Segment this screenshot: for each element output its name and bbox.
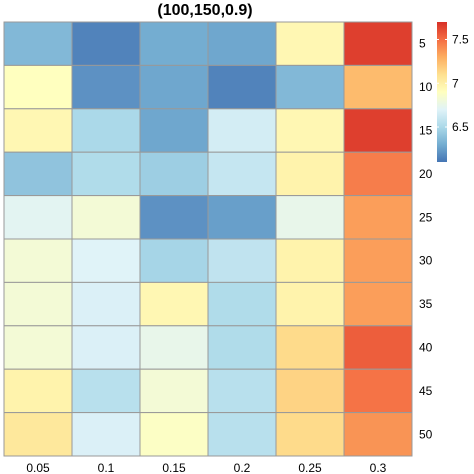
heatmap-cell — [207, 151, 277, 197]
heatmap-cell — [139, 281, 209, 327]
heatmap-cell — [139, 368, 209, 414]
row-label: 40 — [419, 341, 433, 355]
heatmap-cells — [3, 21, 413, 457]
color-legend-bar — [437, 22, 447, 162]
row-label: 50 — [419, 427, 433, 441]
heatmap-cell — [71, 21, 141, 66]
heatmap-cell — [275, 368, 345, 414]
heatmap-cell — [139, 325, 209, 370]
row-label: 15 — [419, 124, 433, 138]
legend-tick-label: 7 — [452, 76, 459, 90]
heatmap-cell — [275, 108, 345, 153]
heatmap-cell — [3, 281, 73, 327]
heatmap-cell — [275, 64, 345, 110]
heatmap-cell — [343, 108, 413, 153]
column-label: 0.25 — [298, 461, 322, 474]
heatmap-cell — [207, 238, 277, 283]
row-label: 10 — [419, 80, 433, 94]
heatmap-cell — [3, 64, 73, 110]
heatmap-cell — [275, 281, 345, 327]
row-label: 45 — [419, 384, 433, 398]
row-label: 25 — [419, 210, 433, 224]
heatmap-cell — [275, 238, 345, 283]
heatmap-cell — [343, 151, 413, 197]
heatmap-cell — [71, 281, 141, 327]
heatmap-cell — [207, 195, 277, 240]
column-label: 0.1 — [98, 461, 115, 474]
heatmap-cell — [207, 412, 277, 457]
heatmap-cell — [343, 238, 413, 283]
heatmap-cell — [71, 195, 141, 240]
heatmap-cell — [207, 64, 277, 110]
heatmap-cell — [139, 64, 209, 110]
column-label: 0.05 — [26, 461, 50, 474]
heatmap-cell — [139, 108, 209, 153]
heatmap-cell — [139, 238, 209, 283]
heatmap-cell — [343, 64, 413, 110]
heatmap-cell — [3, 108, 73, 153]
heatmap-cell — [139, 195, 209, 240]
heatmap-cell — [207, 108, 277, 153]
heatmap-cell — [3, 368, 73, 414]
heatmap-cell — [343, 281, 413, 327]
heatmap-cell — [275, 21, 345, 66]
heatmap-cell — [207, 21, 277, 66]
heatmap-cell — [3, 325, 73, 370]
heatmap-cell — [71, 64, 141, 110]
row-label: 35 — [419, 297, 433, 311]
row-label: 5 — [419, 37, 426, 51]
heatmap-cell — [3, 412, 73, 457]
heatmap-cell — [343, 21, 413, 66]
heatmap-cell — [139, 21, 209, 66]
row-labels: 5 10 15 20 25 30 35 40 45 50 — [419, 37, 433, 442]
heatmap-cell — [343, 325, 413, 370]
heatmap-cell — [207, 281, 277, 327]
chart-title: (100,150,0.9) — [157, 2, 252, 19]
legend-tick-label: 6.5 — [452, 120, 469, 134]
heatmap-cell — [71, 368, 141, 414]
heatmap-cell — [139, 151, 209, 197]
heatmap-cell — [3, 238, 73, 283]
column-label: 0.2 — [234, 461, 251, 474]
row-label: 20 — [419, 167, 433, 181]
heatmap-cell — [139, 412, 209, 457]
heatmap-cell — [71, 151, 141, 197]
heatmap-cell — [275, 412, 345, 457]
heatmap-cell — [71, 412, 141, 457]
legend-tick-label: 7.5 — [452, 33, 469, 47]
color-legend: 6.5 7 7.5 — [437, 22, 469, 162]
heatmap-cell — [275, 195, 345, 240]
heatmap-cell — [3, 21, 73, 66]
heatmap-cell — [343, 412, 413, 457]
heatmap-cell — [207, 325, 277, 370]
heatmap-cell — [3, 195, 73, 240]
column-label: 0.3 — [370, 461, 387, 474]
row-label: 30 — [419, 254, 433, 268]
heatmap-cell — [71, 238, 141, 283]
heatmap-cell — [71, 325, 141, 370]
heatmap-cell — [343, 195, 413, 240]
column-labels: 0.05 0.1 0.15 0.2 0.25 0.3 — [26, 461, 386, 474]
column-label: 0.15 — [162, 461, 186, 474]
heatmap-cell — [275, 151, 345, 197]
heatmap-cell — [71, 108, 141, 153]
heatmap-cell — [207, 368, 277, 414]
heatmap-cell — [3, 151, 73, 197]
heatmap-cell — [343, 368, 413, 414]
heatmap-cell — [275, 325, 345, 370]
